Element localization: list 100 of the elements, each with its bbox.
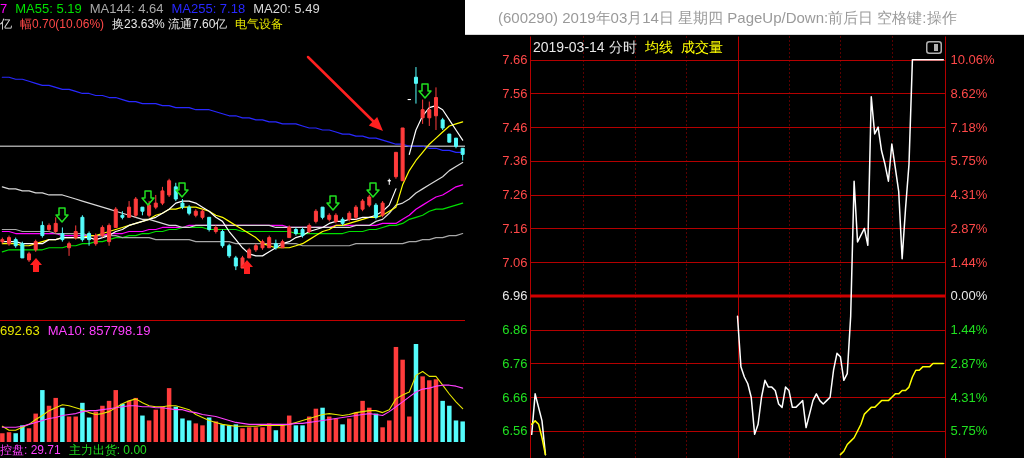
bar [240, 428, 245, 442]
y-tick-label: 7.06 [502, 254, 528, 270]
text: MA255: 7.18 [171, 1, 246, 16]
bar [13, 433, 18, 442]
bar [146, 420, 152, 442]
bar [100, 405, 105, 442]
bar [460, 421, 465, 442]
y2-tick-label: 10.06% [950, 52, 996, 67]
text: 换23.63% 流通7.60亿 [112, 17, 228, 31]
bar [193, 423, 199, 442]
y-tick-label: 6.96 [502, 288, 528, 304]
candlestick [273, 239, 278, 251]
y-tick-label: 7.66 [502, 52, 528, 68]
y2-tick-label: 7.18% [950, 119, 988, 135]
candlestick [47, 222, 52, 233]
y2-tick-label: 2.87% [950, 220, 988, 236]
bar [93, 411, 98, 442]
bar [53, 397, 58, 442]
bar [60, 407, 65, 442]
text: 7 [0, 1, 8, 16]
bar [447, 405, 452, 442]
text: MA20: 5.49 [253, 1, 320, 16]
candlestick [160, 186, 165, 206]
candlestick [133, 196, 138, 218]
y2-tick-label: 1.44% [950, 322, 988, 338]
text: MA144: 4.64 [89, 1, 164, 16]
y-tick-label: 7.26 [502, 187, 528, 203]
bar [253, 427, 259, 442]
y2-tick-label: 1.44% [950, 254, 988, 270]
bar [280, 425, 285, 442]
candlestick [433, 86, 438, 131]
y2-tick-label: 4.31% [950, 389, 988, 405]
bar [246, 427, 252, 442]
text: 控盘: 29.71 [0, 443, 61, 457]
bar [367, 407, 372, 442]
candlestick [80, 214, 85, 243]
text: 电气设备 [235, 17, 284, 31]
y2-tick-label: 4.31% [950, 187, 988, 203]
bar [200, 425, 205, 442]
y-tick-label: 7.46 [502, 119, 528, 135]
bar [300, 425, 305, 442]
candlestick [413, 66, 418, 105]
bar [293, 425, 299, 442]
bar [160, 406, 165, 442]
annotation: 成交量 [680, 39, 723, 55]
text: MA55: 5.19 [15, 1, 82, 16]
bar [387, 420, 392, 442]
candlestick [67, 241, 72, 257]
chart-title: (600290) 2019年03月14日 星期四 PageUp/Down:前后日 空格键:操作 [465, 0, 1024, 35]
bar [73, 416, 78, 442]
bar [220, 424, 225, 442]
bar [120, 403, 125, 442]
bar [347, 418, 352, 442]
y-tick-label: 6.66 [502, 389, 528, 405]
y2-tick-label: 8.62% [950, 85, 988, 101]
y-tick-label: 7.16 [502, 220, 528, 236]
text: 幅0.70(10.06%) [20, 17, 105, 31]
candlestick [220, 228, 225, 249]
candlestick [293, 226, 298, 237]
y2-tick-label: 5.75% [950, 153, 988, 169]
bar [440, 400, 445, 442]
candlestick [427, 101, 432, 127]
y-tick-label: 6.56 [502, 423, 528, 439]
text: 692.63 [0, 323, 40, 338]
bar [113, 390, 118, 442]
y-tick-label: 6.76 [502, 355, 528, 371]
bar [407, 416, 412, 442]
y-tick-label: 7.36 [502, 153, 528, 169]
bar [0, 433, 5, 442]
bar [400, 359, 405, 442]
bar [320, 407, 325, 442]
chart-subtitle: 2019-03-14 分时 [533, 39, 637, 55]
bar [186, 420, 192, 442]
bar [40, 390, 45, 442]
bar [180, 418, 185, 442]
bar [380, 427, 385, 442]
candlestick [107, 222, 112, 247]
bar [360, 400, 365, 442]
y2-tick-label: 2.87% [950, 355, 988, 371]
bar [80, 402, 85, 442]
bar [6, 432, 12, 442]
y2-tick-label: 0.00% [950, 288, 988, 304]
bar [140, 415, 145, 442]
text: MA10: 857798.19 [47, 323, 151, 338]
text: 均线 [644, 39, 673, 55]
bar [260, 427, 265, 442]
text: 主力出货: 0.00 [68, 443, 147, 457]
bar [26, 428, 32, 442]
text: 亿 [0, 17, 12, 31]
bar [453, 420, 459, 442]
y-tick-label: 7.56 [502, 85, 528, 101]
bar [273, 430, 279, 442]
candlestick [87, 231, 92, 247]
y2-tick-label: 5.75% [950, 423, 988, 439]
candlestick [167, 178, 172, 198]
bar [340, 424, 345, 442]
y-tick-label: 6.86 [502, 322, 528, 338]
bar [420, 376, 425, 442]
candlestick [113, 206, 118, 228]
bar [427, 380, 432, 442]
